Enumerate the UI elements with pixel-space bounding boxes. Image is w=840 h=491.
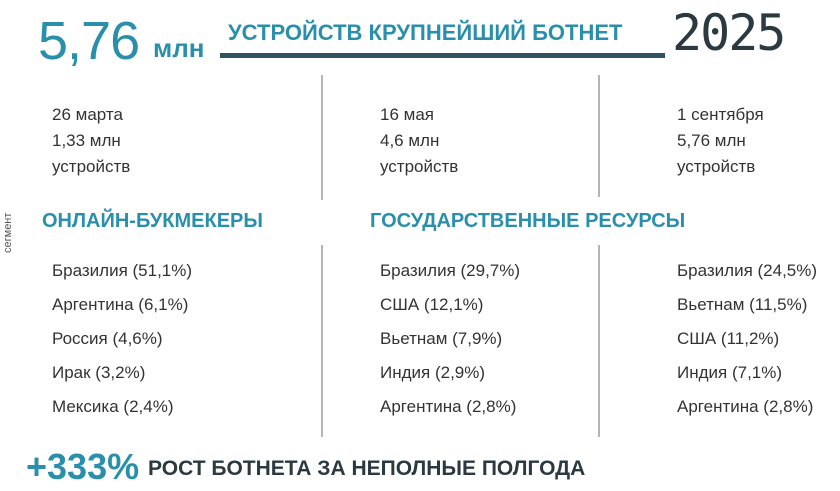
milestone-unit: устройств [677,157,756,176]
divider [321,75,323,200]
milestone-count: 5,76 млн [677,131,746,150]
country-item: Аргентина (2,8%) [677,397,814,416]
milestone-count: 4,6 млн [380,131,440,150]
country-item: Бразилия (24,5%) [677,261,818,280]
side-label: сегмент [2,212,14,253]
segment-title: ОНЛАЙН-БУКМЕКЕРЫ [42,210,263,232]
divider [598,75,600,197]
country-item: США (12,1%) [380,295,484,314]
country-item: Вьетнам (7,9%) [380,329,503,348]
country-item: Аргентина (6,1%) [52,295,189,314]
header-unit: млн [153,33,205,63]
footer-text: РОСТ БОТНЕТА ЗА НЕПОЛНЫЕ ПОЛГОДА [148,457,586,480]
header-title: УСТРОЙСТВ КРУПНЕЙШИЙ БОТНЕТ [228,20,623,45]
country-item: Аргентина (2,8%) [380,397,517,416]
header-value: 5,76 [38,11,140,71]
country-item: Мексика (2,4%) [52,397,174,416]
country-item: Бразилия (29,7%) [380,261,521,280]
segment-title: ГОСУДАРСТВЕННЫЕ РЕСУРСЫ [370,210,686,232]
divider [598,245,600,437]
country-item: Вьетнам (11,5%) [677,295,808,314]
milestone-unit: устройств [380,157,459,176]
milestone-date: 26 марта [52,105,123,124]
divider [321,245,323,437]
footer-value: +333% [26,446,140,487]
milestone-date: 16 мая [380,105,434,124]
header-bar [220,53,665,58]
country-item: США (11,2%) [677,329,780,348]
country-item: Индия (7,1%) [677,363,783,382]
milestone-unit: устройств [52,157,131,176]
country-item: Индия (2,9%) [380,363,486,382]
milestone-count: 1,33 млн [52,131,121,150]
header-year: 2025 [672,4,786,62]
milestone-date: 1 сентября [677,105,764,124]
country-item: Россия (4,6%) [52,329,163,348]
country-item: Ирак (3,2%) [52,363,146,382]
country-item: Бразилия (51,1%) [52,261,193,280]
